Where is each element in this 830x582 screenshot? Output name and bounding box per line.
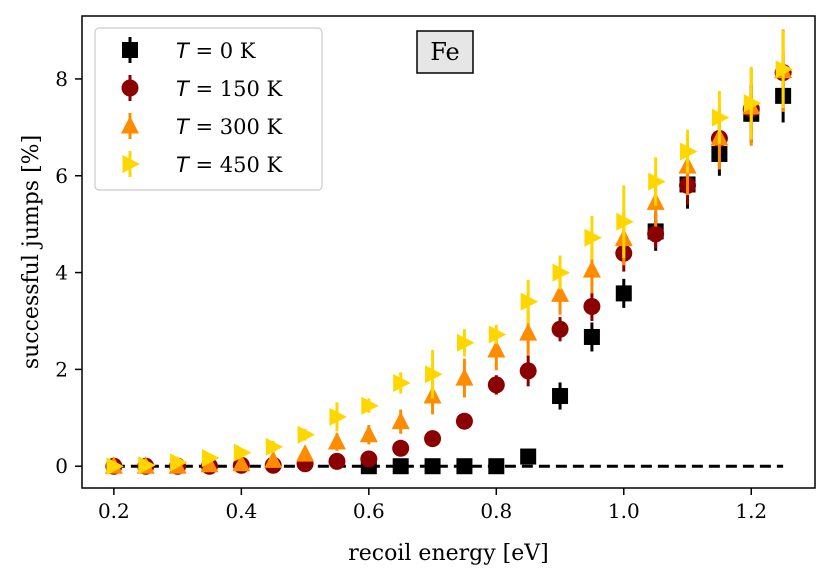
panel-label-box: Fe — [416, 30, 474, 74]
data-point — [106, 457, 124, 476]
legend-label: T = 0 K — [176, 39, 256, 63]
legend-marker — [121, 116, 139, 134]
y-tick-label: 6 — [55, 164, 68, 188]
data-point — [296, 444, 315, 462]
plot-area — [104, 29, 794, 476]
data-point — [647, 225, 665, 243]
data-point — [648, 172, 666, 191]
legend-label-symbol: T — [176, 153, 191, 177]
data-point — [680, 142, 698, 161]
data-point — [520, 292, 539, 311]
data-point — [328, 452, 346, 470]
data-point — [455, 368, 474, 386]
data-point — [743, 94, 762, 113]
data-point — [519, 362, 537, 380]
legend-label-symbol: T — [176, 115, 191, 139]
data-point — [583, 297, 601, 315]
x-tick-label: 0.8 — [480, 499, 512, 523]
y-axis-label: successful jumps [%] — [19, 135, 44, 369]
data-point — [584, 228, 602, 247]
data-point — [232, 453, 251, 472]
legend-label: T = 150 K — [176, 77, 283, 101]
data-point — [424, 430, 442, 448]
x-axis-label: recoil energy [eV] — [348, 541, 548, 566]
y-tick-label: 0 — [55, 454, 68, 478]
data-point — [615, 285, 632, 302]
data-point — [551, 284, 570, 302]
legend-label-value: = 150 K — [189, 77, 283, 101]
data-point — [552, 263, 571, 282]
data-point — [711, 108, 730, 127]
data-point — [233, 443, 252, 462]
panel-label: Fe — [430, 38, 460, 66]
legend: T = 0 KT = 150 KT = 300 KT = 450 K — [94, 27, 323, 191]
x-tick-label: 0.2 — [98, 499, 130, 523]
data-point — [200, 454, 219, 473]
data-point — [583, 328, 600, 345]
data-point — [138, 456, 156, 475]
legend-item-0: T = 0 K — [122, 37, 256, 63]
data-point — [392, 458, 409, 475]
legend-item-2: T = 300 K — [121, 113, 283, 139]
legend-label: T = 450 K — [176, 153, 283, 177]
data-point — [327, 432, 346, 450]
data-point — [552, 388, 569, 405]
series-3 — [106, 30, 794, 476]
legend-label-value: = 300 K — [189, 115, 283, 139]
data-point — [201, 448, 220, 467]
data-point — [488, 458, 505, 475]
data-point — [582, 260, 601, 278]
data-point — [393, 373, 411, 392]
y-tick-label: 8 — [55, 67, 68, 91]
legend-marker — [121, 79, 139, 97]
legend-item-3: T = 450 K — [122, 151, 283, 177]
legend-item-1: T = 150 K — [121, 75, 283, 101]
data-point — [361, 396, 379, 415]
legend-label-symbol: T — [176, 39, 191, 63]
legend-label: T = 300 K — [176, 115, 283, 139]
legend-label-value: = 450 K — [189, 153, 283, 177]
data-point — [170, 453, 188, 472]
x-tick-label: 1.0 — [608, 499, 640, 523]
data-point — [424, 458, 441, 475]
x-tick-label: 1.2 — [735, 499, 767, 523]
data-point — [616, 212, 634, 231]
data-point — [488, 325, 507, 344]
data-point — [297, 425, 316, 444]
data-point — [359, 424, 378, 443]
plot-frame — [81, 15, 816, 489]
axis-ticks: 0.2 0.4 0.6 0.8 1.0 1.2 0 2 4 6 8 — [55, 67, 767, 523]
data-point — [329, 407, 347, 426]
series-0 — [360, 69, 792, 475]
data-point — [456, 458, 473, 475]
data-point — [360, 450, 378, 468]
x-tick-label: 0.6 — [353, 499, 385, 523]
legend-frame — [94, 27, 323, 191]
x-tick-label: 0.4 — [225, 499, 257, 523]
data-point — [425, 365, 443, 384]
legend-label-symbol: T — [176, 77, 191, 101]
data-point — [487, 340, 506, 358]
y-tick-label: 4 — [55, 261, 68, 285]
data-point — [775, 60, 794, 79]
data-point — [455, 412, 473, 430]
data-point — [264, 450, 283, 468]
data-point — [487, 376, 505, 394]
legend-marker — [122, 155, 140, 173]
legend-marker — [122, 42, 138, 58]
data-point — [456, 333, 475, 352]
data-point — [391, 411, 410, 430]
legend-label-value: = 0 K — [189, 39, 256, 63]
data-point — [551, 320, 569, 338]
data-point — [519, 323, 538, 341]
y-tick-label: 2 — [55, 357, 68, 381]
data-point — [392, 439, 410, 457]
data-point — [520, 448, 537, 465]
data-point — [265, 437, 284, 456]
